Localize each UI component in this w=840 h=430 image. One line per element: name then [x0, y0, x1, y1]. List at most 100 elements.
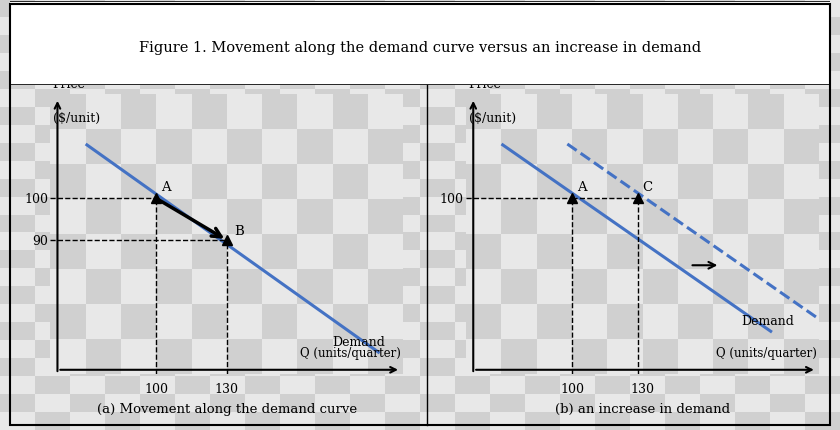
Bar	[350, 18, 385, 36]
Bar	[784, 200, 819, 234]
Bar	[700, 72, 735, 89]
Bar	[770, 412, 805, 430]
Bar	[140, 126, 175, 143]
Bar	[735, 287, 770, 304]
Bar	[735, 179, 770, 197]
Bar	[105, 36, 140, 54]
Bar	[0, 215, 35, 233]
Bar	[713, 234, 748, 269]
Bar	[140, 269, 175, 287]
Bar	[192, 129, 227, 164]
Bar	[735, 54, 770, 72]
Bar	[595, 161, 630, 179]
Bar	[595, 287, 630, 304]
Bar	[665, 197, 700, 215]
Bar	[665, 72, 700, 89]
Bar	[105, 412, 140, 430]
Bar	[105, 161, 140, 179]
Bar	[700, 341, 735, 358]
Bar	[315, 54, 350, 72]
Bar	[350, 251, 385, 269]
Bar	[140, 161, 175, 179]
Bar	[227, 269, 262, 304]
Bar	[630, 412, 665, 430]
Bar	[245, 0, 280, 18]
Bar	[700, 161, 735, 179]
Bar	[455, 215, 490, 233]
Bar	[385, 251, 420, 269]
Bar	[643, 200, 678, 234]
Bar	[227, 129, 262, 164]
Bar	[245, 108, 280, 126]
Bar	[630, 322, 665, 341]
Bar	[735, 143, 770, 161]
Bar	[713, 164, 748, 200]
Bar	[420, 233, 455, 251]
Bar	[333, 200, 368, 234]
Bar	[525, 36, 560, 54]
Bar	[245, 126, 280, 143]
Bar	[678, 234, 713, 269]
Bar	[350, 376, 385, 394]
Bar	[227, 95, 262, 129]
Bar	[665, 0, 700, 18]
Bar	[315, 412, 350, 430]
Bar	[420, 179, 455, 197]
Bar	[50, 269, 86, 304]
Bar	[805, 412, 840, 430]
Bar	[490, 143, 525, 161]
Bar	[735, 108, 770, 126]
Bar	[630, 126, 665, 143]
Bar	[525, 322, 560, 341]
Bar	[105, 179, 140, 197]
Bar	[280, 179, 315, 197]
Bar	[700, 287, 735, 304]
Bar	[140, 287, 175, 304]
Bar	[665, 394, 700, 412]
Bar	[121, 164, 156, 200]
Bar	[784, 95, 819, 129]
Bar	[350, 233, 385, 251]
Bar	[748, 234, 784, 269]
Bar	[700, 126, 735, 143]
Bar	[70, 72, 105, 89]
Bar	[560, 36, 595, 54]
Bar	[665, 54, 700, 72]
Bar	[280, 358, 315, 376]
Bar	[0, 251, 35, 269]
Bar	[560, 143, 595, 161]
Bar	[262, 164, 297, 200]
Bar	[315, 304, 350, 322]
Bar	[630, 341, 665, 358]
Bar	[643, 339, 678, 374]
Bar	[385, 18, 420, 36]
Bar	[700, 412, 735, 430]
Bar	[70, 179, 105, 197]
Bar	[385, 394, 420, 412]
Bar	[368, 269, 403, 304]
Bar	[595, 233, 630, 251]
Bar	[630, 394, 665, 412]
Bar	[315, 287, 350, 304]
Bar	[175, 126, 210, 143]
Bar	[455, 89, 490, 108]
Bar	[385, 341, 420, 358]
Bar	[70, 143, 105, 161]
Text: 130: 130	[215, 382, 239, 396]
Bar	[315, 161, 350, 179]
Bar	[175, 251, 210, 269]
Bar	[770, 287, 805, 304]
Bar	[280, 197, 315, 215]
Bar	[665, 412, 700, 430]
Bar	[455, 394, 490, 412]
Bar	[245, 376, 280, 394]
Bar	[140, 376, 175, 394]
Bar	[490, 233, 525, 251]
Bar	[770, 18, 805, 36]
Bar	[700, 215, 735, 233]
Bar	[420, 394, 455, 412]
Bar	[140, 108, 175, 126]
Bar	[630, 269, 665, 287]
Bar	[678, 304, 713, 339]
Bar	[490, 394, 525, 412]
